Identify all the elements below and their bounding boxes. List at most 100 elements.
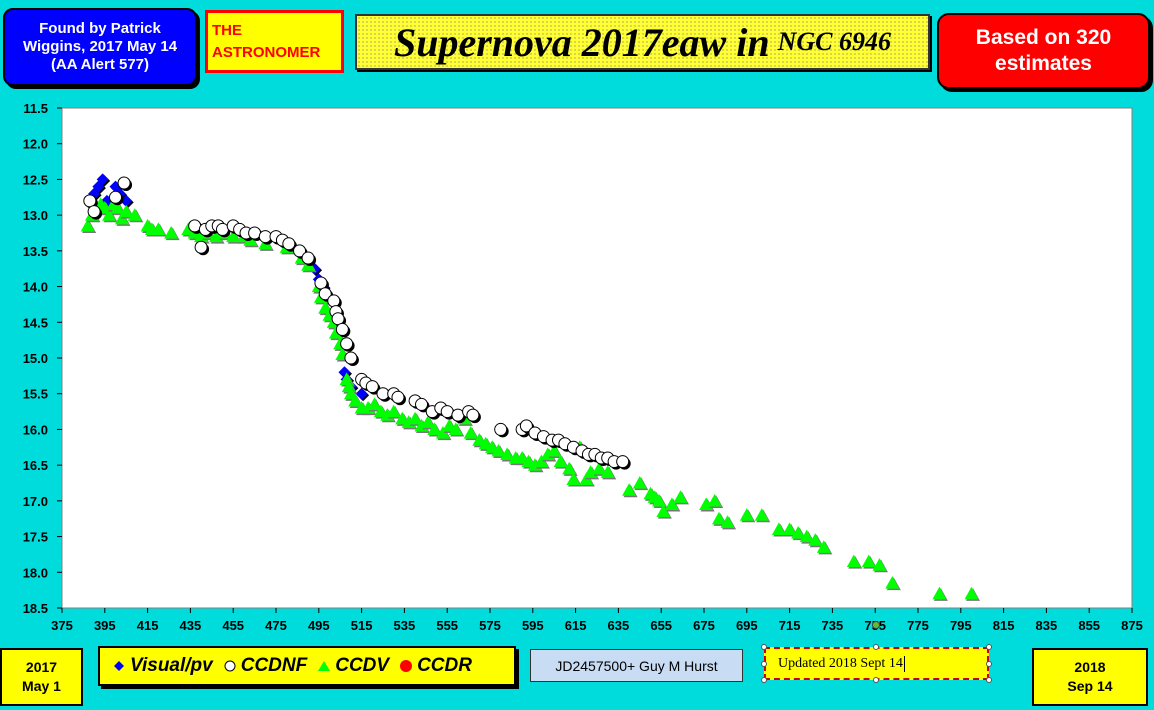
data-point-ccdv	[739, 508, 754, 521]
light-curve-chart: 11.5 12.0 12.5 13.0 13.5 14.0 14.5 15.0 15.5 16.0…	[23, 101, 1143, 633]
astro-line-1: THE	[212, 21, 242, 39]
data-point-ccdnf	[117, 176, 131, 190]
rotate-handle[interactable]	[872, 621, 880, 629]
x-tick-label: 555	[436, 618, 458, 633]
data-point-ccdv	[367, 397, 382, 411]
y-tick-label: 12.0	[23, 137, 48, 152]
y-tick-label: 17.5	[23, 530, 48, 545]
x-tick-label: 835	[1036, 618, 1058, 633]
data-point-ccdnf	[365, 380, 379, 394]
data-point-ccdnf	[301, 251, 315, 265]
data-point-ccdnf	[314, 276, 328, 290]
resize-handle-ml[interactable]	[761, 661, 767, 667]
legend-item: CCDV	[317, 655, 389, 677]
data-point-ccdv	[386, 404, 401, 418]
data-point-ccdv	[448, 422, 463, 436]
data-point-ccdnf	[494, 422, 508, 436]
data-point-ccdv	[127, 208, 142, 221]
y-tick-label: 12.5	[23, 172, 48, 187]
x-tick-label: 535	[394, 618, 416, 633]
y-tick-label: 16.0	[23, 422, 48, 437]
x-tick-label: 795	[950, 618, 972, 633]
x-tick-label: 695	[736, 618, 758, 633]
start-date-box: 2017 May 1	[0, 648, 83, 706]
data-point-ccdv	[463, 426, 478, 439]
x-tick-label: 815	[993, 618, 1015, 633]
data-point-ccdnf	[188, 219, 202, 233]
data-point-ccdv	[808, 533, 823, 546]
y-tick-label: 16.5	[23, 458, 48, 473]
y-tick-label: 18.5	[23, 601, 48, 616]
legend-label: Visual/pv	[130, 655, 213, 676]
y-tick-label: 13.0	[23, 208, 48, 223]
data-point-ccdnf	[335, 322, 349, 336]
resize-handle-bl[interactable]	[761, 677, 767, 683]
data-point-ccdv	[553, 454, 568, 468]
resize-handle-mr[interactable]	[986, 661, 992, 667]
legend-label: CCDR	[417, 655, 472, 676]
data-point-ccdv	[534, 454, 549, 468]
plot-area	[61, 107, 1133, 609]
data-point-ccdv	[226, 229, 241, 243]
resize-handle-tl[interactable]	[761, 644, 767, 650]
data-point-ccdnf	[331, 312, 345, 326]
data-point-ccdnf	[109, 190, 122, 204]
x-tick-label: 595	[522, 618, 544, 633]
x-tick-label: 775	[907, 618, 929, 633]
discovery-info: Found by Patrick Wiggins, 2017 May 14 (A…	[3, 8, 197, 86]
data-point-ccdv	[348, 393, 363, 407]
estimate-count-badge: Based on 320 estimates	[937, 13, 1150, 89]
data-point-ccdnf	[327, 294, 341, 308]
x-tick-label: 635	[608, 618, 630, 633]
y-tick-label: 18.0	[23, 565, 48, 580]
x-tick-label: 715	[779, 618, 801, 633]
data-point-ccdv	[799, 529, 814, 543]
data-point-ccdnf	[451, 408, 465, 422]
title-galaxy: NGC 6946	[777, 27, 891, 56]
found-line-2: Wiggins, 2017 May 14	[22, 38, 178, 55]
resize-handle-bc[interactable]	[873, 677, 879, 683]
data-point-ccdv	[673, 490, 688, 503]
data-point-ccdv	[420, 415, 435, 428]
y-tick-label: 14.5	[23, 315, 48, 330]
y-tick-label: 15.5	[23, 387, 48, 402]
found-line-1: Found by Patrick	[39, 20, 161, 37]
y-tick-label: 11.5	[23, 101, 48, 116]
resize-handle-br[interactable]	[986, 677, 992, 683]
data-point-ccdv	[656, 504, 671, 518]
data-point-ccdv	[119, 204, 134, 218]
triangle-marker-icon	[318, 661, 331, 671]
data-point-ccdv	[408, 411, 423, 425]
data-point-ccdv	[209, 229, 224, 243]
x-tick-label: 735	[822, 618, 844, 633]
data-point-ccdnf	[391, 390, 405, 404]
data-point-ccdnf	[440, 405, 454, 419]
updated-text: Updated 2018 Sept 14	[778, 655, 903, 671]
resize-handle-tr[interactable]	[986, 644, 992, 650]
data-point-ccdv	[782, 522, 797, 536]
data-point-ccdnf	[466, 408, 480, 422]
x-tick-label: 675	[693, 618, 715, 633]
jd-author-label: JD2457500+ Guy M Hurst	[530, 649, 743, 682]
x-tick-label: 395	[94, 618, 116, 633]
data-point-ccdv	[547, 443, 562, 457]
end-day: Sep 14	[1067, 678, 1113, 694]
data-point-ccdv	[791, 526, 806, 539]
data-point-ccdv	[622, 483, 637, 496]
data-point-ccdv	[435, 426, 450, 439]
x-tick-label: 655	[650, 618, 672, 633]
resize-handle-tc[interactable]	[873, 644, 879, 650]
data-point-ccdv	[592, 461, 607, 475]
data-point-ccdv	[720, 515, 735, 528]
found-line-3: (AA Alert 577)	[50, 56, 150, 73]
data-point-ccdv	[566, 472, 581, 486]
circle-marker-icon	[400, 660, 413, 672]
data-point-ccdnf	[282, 237, 296, 251]
data-point-ccdv	[699, 497, 714, 511]
updated-textbox[interactable]: Updated 2018 Sept 14	[764, 647, 989, 680]
data-point-ccdv	[964, 586, 979, 600]
data-point-ccdnf	[616, 455, 630, 469]
data-point-ccdv	[80, 218, 95, 232]
legend-item: CCDR	[399, 655, 472, 677]
title-main: Supernova 2017eaw in	[393, 19, 770, 65]
